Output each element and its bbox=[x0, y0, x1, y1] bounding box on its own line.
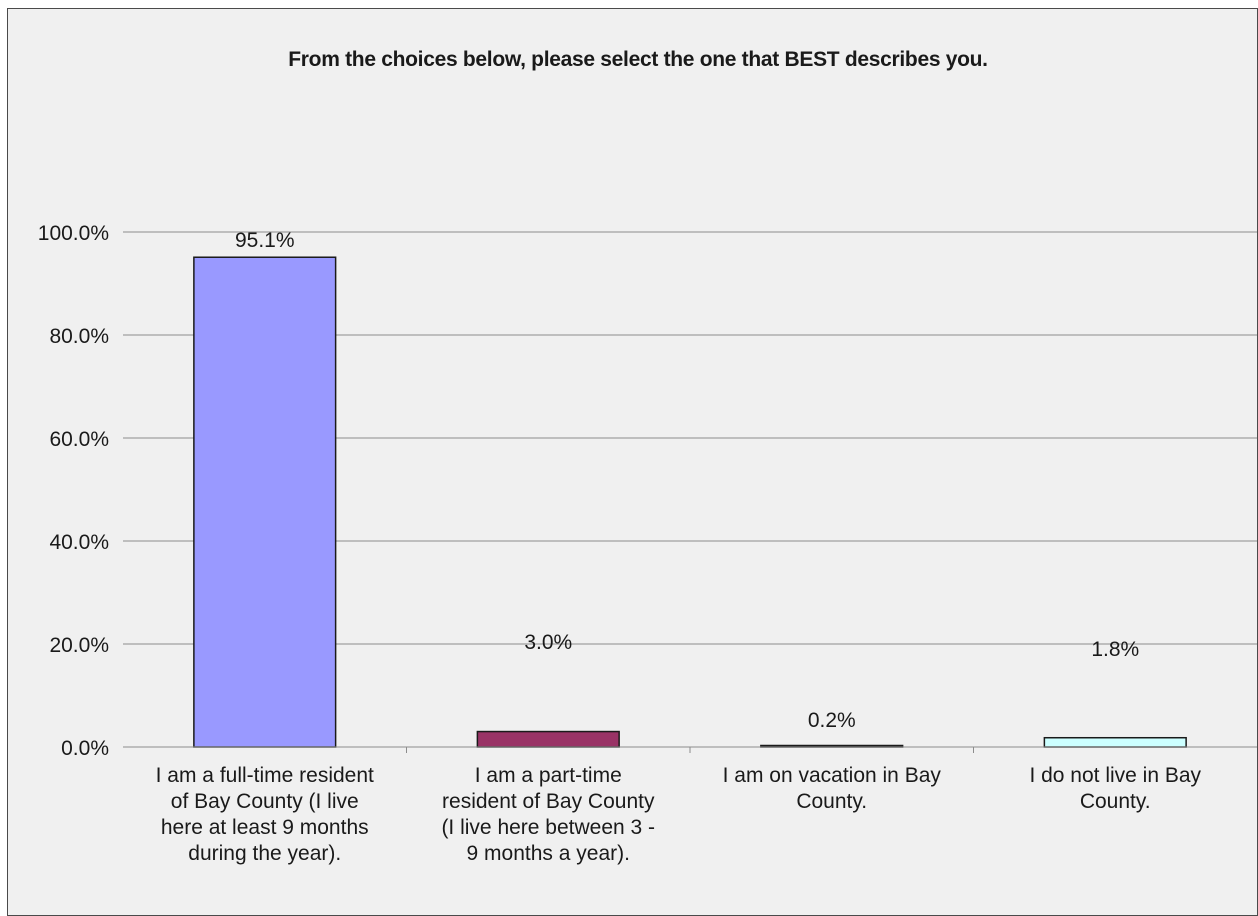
category-label-line: 9 months a year). bbox=[467, 842, 630, 865]
category-label-line: I am on vacation in Bay bbox=[723, 764, 942, 787]
y-axis-tick-labels: 0.0% 20.0% 40.0% 60.0% 80.0% 100.0% bbox=[38, 222, 109, 760]
category-label: I am a part-time resident of Bay County (I… bbox=[441, 764, 655, 865]
category-label: I am on vacation in Bay County. bbox=[723, 764, 942, 813]
y-tick-label: 20.0% bbox=[49, 634, 109, 657]
data-label: 0.2% bbox=[808, 709, 856, 732]
x-axis bbox=[123, 747, 1257, 753]
category-label-line: I am a full-time resident bbox=[156, 764, 374, 787]
category-label-line: (I live here between 3 - bbox=[441, 816, 655, 839]
bar bbox=[477, 732, 619, 747]
bars bbox=[194, 257, 1186, 747]
category-label-line: of Bay County (I live bbox=[171, 790, 359, 813]
category-label-line: I am a part-time bbox=[475, 764, 622, 787]
category-label-line: County. bbox=[796, 790, 867, 813]
category-label: I do not live in Bay County. bbox=[1029, 764, 1201, 813]
chart-frame: From the choices below, please select th… bbox=[7, 8, 1258, 916]
category-label-line: resident of Bay County bbox=[442, 790, 655, 813]
y-tick-label: 60.0% bbox=[49, 428, 109, 451]
category-label-line: here at least 9 months bbox=[161, 816, 369, 839]
category-label-line: I do not live in Bay bbox=[1029, 764, 1201, 787]
category-label-line: County. bbox=[1080, 790, 1151, 813]
category-labels: I am a full-time resident of Bay County (… bbox=[156, 764, 1202, 865]
data-label: 1.8% bbox=[1091, 638, 1139, 661]
data-label: 3.0% bbox=[524, 631, 572, 654]
y-tick-label: 0.0% bbox=[61, 737, 109, 760]
y-tick-label: 80.0% bbox=[49, 325, 109, 348]
bar bbox=[1044, 738, 1186, 747]
y-tick-label: 40.0% bbox=[49, 531, 109, 554]
bar-chart: From the choices below, please select th… bbox=[8, 9, 1257, 915]
y-tick-label: 100.0% bbox=[38, 222, 109, 245]
category-label: I am a full-time resident of Bay County (… bbox=[156, 764, 374, 865]
data-labels: 95.1% 3.0% 0.2% 1.8% bbox=[235, 229, 1139, 732]
chart-title: From the choices below, please select th… bbox=[288, 48, 987, 71]
category-label-line: during the year). bbox=[188, 842, 341, 865]
bar bbox=[194, 257, 336, 747]
data-label: 95.1% bbox=[235, 229, 295, 252]
